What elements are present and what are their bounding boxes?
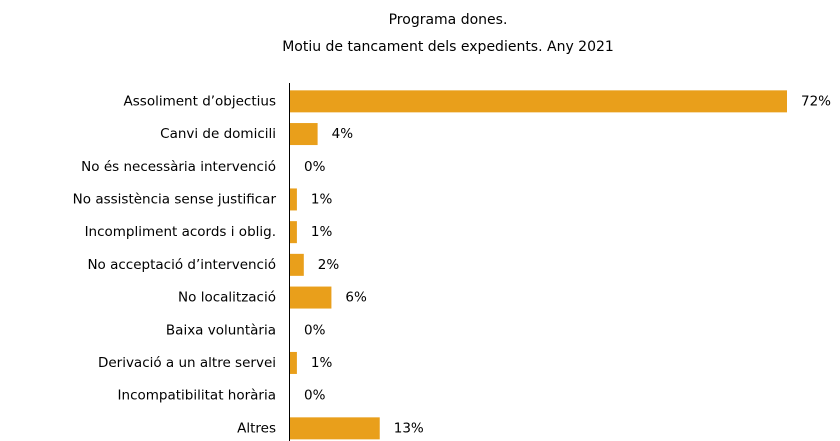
bar xyxy=(290,188,297,211)
y-tick-label: No acceptació d’intervenció xyxy=(87,257,276,273)
bar xyxy=(290,351,297,374)
bar xyxy=(290,253,304,276)
y-tick-label: Baixa voluntària xyxy=(166,322,276,338)
y-tick-label: Derivació a un altre servei xyxy=(98,355,276,371)
bar xyxy=(290,90,787,113)
y-tick-label: No és necessària intervenció xyxy=(81,159,276,175)
y-tick-label: Incompatibilitat horària xyxy=(118,388,276,404)
chart-title: Programa dones. xyxy=(389,12,508,28)
y-tick-label: No localització xyxy=(178,290,276,306)
data-label: 2% xyxy=(318,257,340,273)
bar xyxy=(290,417,380,440)
data-label: 1% xyxy=(311,355,333,371)
chart-subtitle: Motiu de tancament dels expedients. Any … xyxy=(282,39,614,55)
data-label: 0% xyxy=(304,388,326,404)
data-label: 6% xyxy=(345,290,367,306)
y-tick-label: No assistència sense justificar xyxy=(73,191,277,207)
bar xyxy=(290,286,332,309)
bar xyxy=(290,221,297,244)
y-tick-label: Altres xyxy=(237,420,276,436)
y-tick-label: Incompliment acords i oblig. xyxy=(85,224,276,240)
data-label: 1% xyxy=(311,224,333,240)
data-label: 4% xyxy=(332,126,354,142)
data-label: 0% xyxy=(304,322,326,338)
bar xyxy=(290,123,318,146)
data-label: 1% xyxy=(311,191,333,207)
y-tick-label: Assoliment d’objectius xyxy=(124,93,276,109)
y-tick-label: Canvi de domicili xyxy=(160,126,276,142)
data-label: 0% xyxy=(304,159,326,175)
data-label: 13% xyxy=(394,420,424,436)
data-label: 72% xyxy=(801,93,831,109)
